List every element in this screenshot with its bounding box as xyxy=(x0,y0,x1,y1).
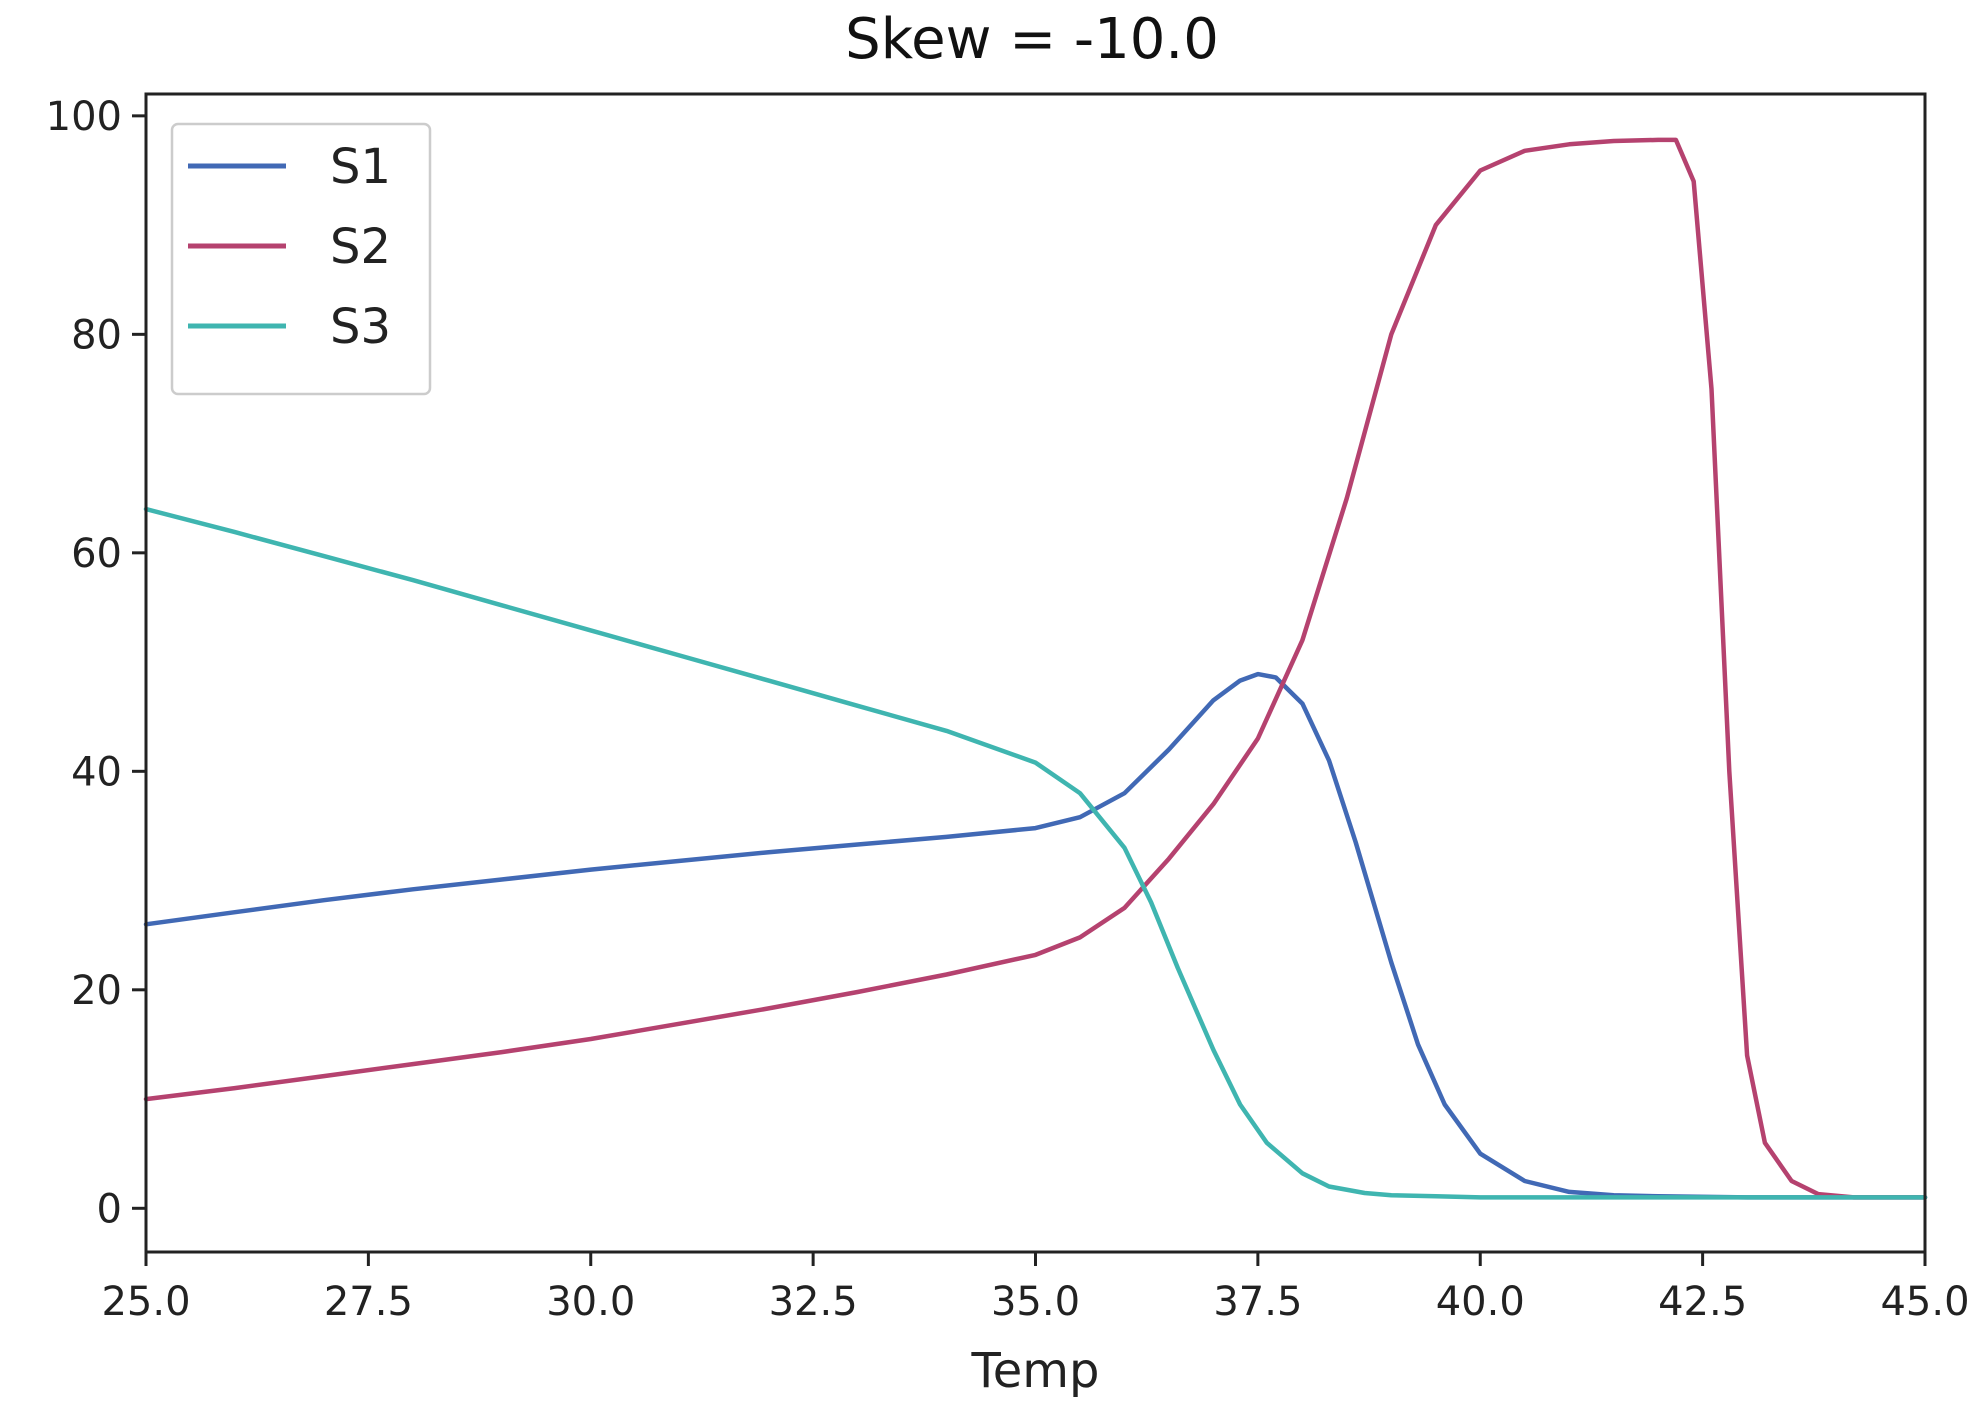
x-tick-label: 35.0 xyxy=(991,1279,1080,1325)
y-tick-label: 80 xyxy=(71,312,122,358)
legend-label-s3: S3 xyxy=(330,299,391,355)
legend: S1 S2 S3 xyxy=(170,122,432,396)
y-tick-label: 60 xyxy=(71,531,122,577)
x-tick-label: 45.0 xyxy=(1880,1279,1969,1325)
x-axis-label: Temp xyxy=(971,1343,1100,1399)
y-tick-label: 0 xyxy=(97,1186,122,1232)
series-line-s3 xyxy=(143,506,1928,1200)
x-tick-label: 42.5 xyxy=(1658,1279,1747,1325)
y-tick-label: 100 xyxy=(46,94,122,140)
legend-label-s2: S2 xyxy=(330,219,391,275)
x-tick-label: 30.0 xyxy=(546,1279,635,1325)
x-tick-label: 37.5 xyxy=(1213,1279,1302,1325)
legend-label-s1: S1 xyxy=(330,139,391,195)
x-tick-label: 27.5 xyxy=(324,1279,413,1325)
series-line-s1 xyxy=(143,671,1928,1200)
series-layer xyxy=(143,137,1928,1200)
y-axis: 0 20 40 60 80 100 xyxy=(46,94,146,1232)
x-axis: 25.0 27.5 30.0 32.5 35.0 37.5 40.0 42.5 45.0 xyxy=(101,1252,1970,1325)
x-tick-label: 25.0 xyxy=(101,1279,190,1325)
y-tick-label: 40 xyxy=(71,749,122,795)
series-line-s2 xyxy=(143,137,1928,1200)
y-tick-label: 20 xyxy=(71,968,122,1014)
x-tick-label: 40.0 xyxy=(1436,1279,1525,1325)
chart-title: Skew = -10.0 xyxy=(845,7,1219,72)
x-tick-label: 32.5 xyxy=(769,1279,858,1325)
